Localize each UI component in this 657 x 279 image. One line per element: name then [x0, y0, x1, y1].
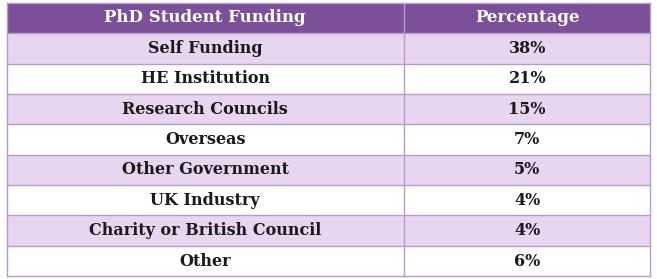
Text: Other Government: Other Government [122, 161, 289, 178]
Bar [404, 155, 650, 185]
Bar [404, 64, 650, 94]
Bar [7, 155, 404, 185]
Text: 7%: 7% [514, 131, 540, 148]
Bar [7, 185, 404, 215]
Text: 4%: 4% [514, 222, 540, 239]
Text: HE Institution: HE Institution [141, 70, 270, 87]
Bar [404, 185, 650, 215]
Text: Self Funding: Self Funding [148, 40, 263, 57]
Bar [7, 215, 404, 246]
Text: 6%: 6% [514, 252, 540, 270]
Text: 21%: 21% [509, 70, 546, 87]
Text: Research Councils: Research Councils [122, 101, 288, 118]
Bar [404, 94, 650, 124]
Bar [7, 64, 404, 94]
Bar [7, 124, 404, 155]
Text: PhD Student Funding: PhD Student Funding [104, 9, 306, 27]
Text: UK Industry: UK Industry [150, 192, 260, 209]
Bar [404, 215, 650, 246]
Text: 15%: 15% [509, 101, 546, 118]
Bar [404, 3, 650, 33]
Text: 38%: 38% [509, 40, 546, 57]
Bar [7, 33, 404, 64]
Text: Charity or British Council: Charity or British Council [89, 222, 321, 239]
Text: 4%: 4% [514, 192, 540, 209]
Bar [7, 246, 404, 276]
Bar [404, 124, 650, 155]
Text: Other: Other [179, 252, 231, 270]
Bar [404, 33, 650, 64]
Bar [7, 94, 404, 124]
Bar [7, 3, 404, 33]
Text: 5%: 5% [514, 161, 540, 178]
Text: Overseas: Overseas [165, 131, 246, 148]
Bar [404, 246, 650, 276]
Text: Percentage: Percentage [475, 9, 579, 27]
